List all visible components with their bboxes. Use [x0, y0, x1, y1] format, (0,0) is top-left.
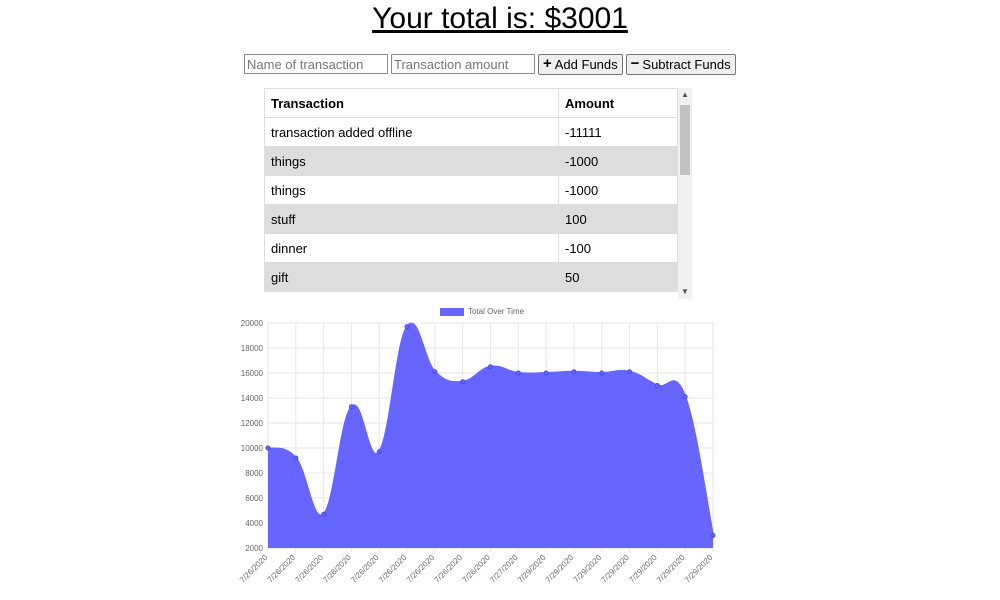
- x-tick-label: 7/29/2020: [683, 553, 715, 585]
- transaction-amount-cell: 100: [558, 204, 678, 234]
- transaction-name-cell: things: [264, 146, 559, 176]
- data-point: [710, 532, 716, 538]
- transaction-name-input[interactable]: [244, 54, 388, 74]
- table-row: dinner -100: [264, 233, 678, 263]
- data-point: [265, 445, 271, 451]
- y-tick-label: 16000: [241, 369, 264, 378]
- legend-label: Total Over Time: [468, 307, 525, 316]
- chart-legend[interactable]: Total Over Time: [440, 307, 524, 316]
- transaction-name-cell: stuff: [264, 204, 559, 234]
- x-tick-label: 7/26/2020: [349, 553, 381, 585]
- scroll-down-arrow-icon[interactable]: ▼: [681, 287, 689, 296]
- add-funds-label: Add Funds: [554, 56, 618, 72]
- data-point: [432, 369, 438, 375]
- scrollbar-thumb[interactable]: [680, 105, 690, 175]
- x-tick-label: 7/26/2020: [405, 553, 437, 585]
- column-header: Transaction: [264, 88, 559, 118]
- data-point: [404, 324, 410, 330]
- transaction-amount-cell: -11111: [558, 117, 678, 147]
- data-point: [321, 511, 327, 517]
- table-scrollbar[interactable]: ▲ ▼: [678, 88, 692, 299]
- x-tick-label: 7/29/2020: [572, 553, 604, 585]
- y-tick-label: 2000: [245, 544, 263, 553]
- table-header-row: Transaction Amount: [264, 88, 678, 118]
- x-tick-label: 7/29/2020: [544, 553, 576, 585]
- data-point: [376, 449, 382, 455]
- plus-icon: +: [543, 55, 552, 72]
- transactions-table-container[interactable]: Transaction Amount transaction added off…: [264, 88, 692, 299]
- data-point: [488, 364, 493, 370]
- transaction-amount-input[interactable]: [391, 54, 535, 74]
- transaction-name-cell: dinner: [264, 233, 559, 263]
- data-point: [682, 394, 688, 400]
- y-tick-label: 12000: [241, 419, 264, 428]
- x-tick-label: 7/26/2020: [294, 553, 326, 585]
- transaction-amount-cell: -1000: [558, 175, 678, 205]
- minus-icon: −: [630, 55, 640, 72]
- data-point: [571, 369, 577, 375]
- transaction-amount-cell: -100: [558, 233, 678, 263]
- data-point: [348, 404, 354, 410]
- y-tick-label: 6000: [245, 494, 263, 503]
- table-row: stuff 100: [264, 204, 678, 234]
- x-tick-label: 7/29/2020: [599, 553, 631, 585]
- data-point: [627, 369, 633, 375]
- table-row: things -1000: [264, 175, 678, 205]
- y-tick-label: 14000: [241, 394, 264, 403]
- data-point: [460, 379, 466, 385]
- x-tick-label: 7/29/2020: [516, 553, 548, 585]
- y-tick-label: 20000: [241, 319, 264, 328]
- column-header: Amount: [558, 88, 678, 118]
- x-tick-label: 7/26/2020: [266, 553, 298, 585]
- y-tick-label: 4000: [245, 519, 263, 528]
- x-tick-label: 7/26/2020: [321, 553, 353, 585]
- transactions-table: Transaction Amount transaction added off…: [264, 88, 678, 292]
- y-tick-label: 8000: [245, 469, 263, 478]
- table-row: things -1000: [264, 146, 678, 176]
- transaction-form: + Add Funds − Subtract Funds: [244, 53, 736, 75]
- legend-swatch: [440, 307, 464, 316]
- data-point: [515, 370, 521, 376]
- series-line: [267, 322, 714, 536]
- data-point: [599, 370, 605, 376]
- transaction-name-cell: things: [264, 175, 559, 205]
- x-tick-label: 7/29/2020: [655, 553, 687, 585]
- subtract-funds-label: Subtract Funds: [642, 56, 731, 72]
- subtract-funds-button[interactable]: − Subtract Funds: [625, 53, 736, 75]
- table-row: transaction added offline -11111: [264, 117, 678, 147]
- transaction-name-cell: gift: [264, 262, 559, 292]
- transaction-name-cell: transaction added offline: [264, 117, 559, 147]
- transaction-amount-cell: 50: [558, 262, 678, 292]
- x-tick-label: 7/26/2020: [433, 553, 465, 585]
- total-heading: Your total is: $3001: [372, 2, 628, 35]
- x-tick-label: 7/29/2020: [627, 553, 659, 585]
- scroll-up-arrow-icon[interactable]: ▲: [681, 90, 689, 99]
- add-funds-button[interactable]: + Add Funds: [538, 53, 623, 75]
- data-point: [293, 455, 299, 461]
- total-over-time-chart: 2000 4000 6000 8000 10000 12000 14000 16000 1800…: [238, 319, 716, 585]
- x-tick-label: 7/27/2020: [488, 553, 520, 585]
- x-tick-label: 7/26/2020: [238, 553, 270, 585]
- transaction-amount-cell: -1000: [558, 146, 678, 176]
- y-tick-label: 10000: [241, 444, 264, 453]
- table-row: gift 50: [264, 262, 678, 292]
- x-tick-label: 7/26/2020: [460, 553, 492, 585]
- y-tick-label: 18000: [241, 344, 264, 353]
- series-area: [268, 323, 713, 548]
- data-point: [543, 370, 549, 376]
- x-tick-label: 7/26/2020: [377, 553, 409, 585]
- data-point: [654, 383, 660, 388]
